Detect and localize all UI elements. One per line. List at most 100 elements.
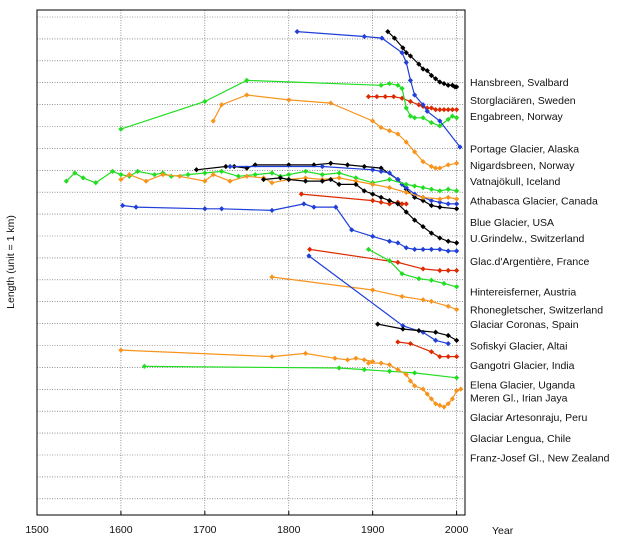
data-point (416, 102, 422, 108)
series-line (271, 276, 457, 311)
data-point (286, 172, 292, 178)
data-point (403, 139, 409, 145)
data-point (361, 188, 367, 194)
data-point (403, 245, 409, 251)
data-point (400, 45, 406, 51)
data-point (328, 176, 334, 183)
data-point (63, 178, 69, 184)
data-point (403, 189, 409, 196)
x-tick-label: 1500 (25, 524, 49, 536)
data-point (235, 173, 242, 179)
data-point (449, 82, 456, 88)
data-point (445, 201, 451, 207)
data-point (210, 172, 216, 178)
data-point (277, 175, 283, 181)
data-point (400, 323, 406, 329)
data-point (445, 248, 451, 254)
data-point (386, 258, 393, 264)
data-point (441, 81, 447, 87)
data-point (424, 108, 430, 114)
data-point (420, 194, 426, 200)
glacier-label: Blue Glacier, USA (470, 217, 554, 229)
data-point (412, 217, 418, 223)
data-point (454, 248, 460, 254)
data-point (344, 357, 351, 363)
data-point (457, 144, 463, 150)
data-point (219, 168, 225, 174)
data-point (349, 227, 355, 233)
glacier-label: Glaciar Artesonraju, Peru (470, 412, 587, 424)
data-point (420, 159, 426, 165)
data-point (395, 201, 401, 207)
data-point (370, 287, 376, 293)
data-point (445, 162, 451, 168)
data-point (395, 367, 401, 373)
data-point (168, 173, 174, 179)
data-point (395, 259, 401, 265)
plot-frame (36, 9, 466, 516)
data-point (269, 274, 275, 280)
data-point (336, 175, 342, 181)
data-point (428, 349, 435, 355)
data-point (370, 167, 376, 173)
series-12 (307, 246, 460, 274)
data-point (437, 123, 443, 129)
glacier-label: Hansbreen, Svalbard (470, 77, 569, 89)
series-4 (210, 92, 460, 171)
data-point (420, 246, 426, 252)
series-line (120, 79, 457, 130)
data-point (449, 113, 456, 119)
data-point (353, 178, 359, 184)
data-point (365, 360, 372, 366)
glacier-label: Hintereisferner, Austria (470, 287, 576, 299)
data-point (454, 388, 460, 394)
glacier-label: Glac.d'Argentière, France (470, 256, 589, 268)
data-point (370, 118, 376, 124)
data-point (420, 266, 426, 272)
data-point (454, 240, 460, 246)
series-8 (63, 168, 460, 194)
data-point (386, 198, 393, 204)
data-point (445, 238, 451, 244)
data-point (449, 107, 456, 113)
x-tick-label: 1700 (193, 524, 217, 536)
data-point (437, 118, 443, 124)
data-point (118, 347, 124, 353)
data-point (437, 199, 443, 205)
data-point (395, 176, 401, 183)
data-point (412, 370, 418, 376)
data-point (319, 178, 325, 184)
data-point (420, 297, 426, 303)
data-point (437, 107, 443, 113)
data-point (403, 371, 409, 378)
glacier-label: Storglaciären, Sweden (470, 95, 576, 107)
series-6 (227, 163, 460, 207)
data-point (391, 35, 398, 41)
data-point (412, 194, 418, 200)
data-point (370, 198, 376, 204)
data-point (412, 149, 418, 155)
data-point (227, 178, 233, 184)
data-point (445, 332, 451, 339)
series-line (309, 248, 457, 272)
data-point (420, 115, 426, 121)
data-point (336, 181, 342, 187)
glacier-label: Glaciar Lengua, Chile (470, 433, 571, 445)
glacier-label: Nigardsbreen, Norway (470, 160, 575, 172)
data-point (118, 176, 124, 183)
glacier-label: Vatnajökull, Iceland (470, 176, 560, 188)
data-point (445, 194, 451, 200)
data-point (361, 163, 367, 170)
data-point (454, 196, 460, 202)
data-point (454, 107, 460, 113)
series-15 (306, 253, 451, 347)
data-point (395, 131, 401, 137)
data-point (407, 98, 414, 105)
data-point (382, 94, 388, 100)
data-point (185, 172, 191, 178)
data-point (141, 363, 148, 369)
data-point (454, 206, 460, 212)
series-17 (395, 339, 460, 360)
series-line (263, 177, 457, 244)
